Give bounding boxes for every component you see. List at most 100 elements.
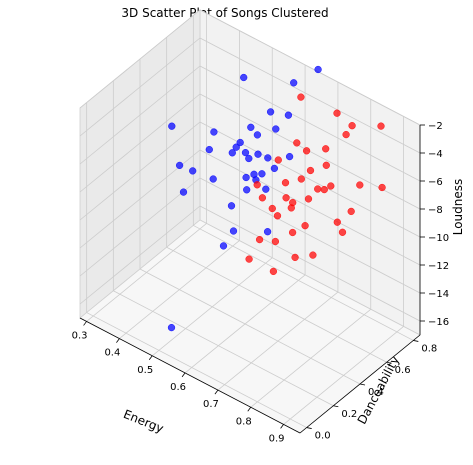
scatter-point [241, 148, 250, 157]
x-axis-line [79, 317, 301, 434]
scatter-point [281, 179, 290, 187]
scatter-point [263, 228, 272, 236]
z-gridline-left [79, 205, 201, 305]
x-tick-mark [83, 321, 87, 326]
scatter-point [228, 149, 236, 157]
x-tick-mark [247, 407, 252, 412]
scatter-point [253, 181, 261, 189]
scatter-point [270, 164, 279, 173]
scatter-point [247, 123, 255, 131]
x-axis-label: Energy [121, 407, 165, 436]
scatter-point [342, 130, 350, 139]
scatter-point [264, 154, 272, 162]
scatter-point [314, 185, 322, 193]
x-tick-label: 0.4 [104, 348, 120, 359]
scatter-point [322, 145, 330, 153]
x-tick-label: 0.6 [170, 382, 186, 393]
y-gridline-floor [86, 312, 307, 428]
y-tick-label: 0.2 [341, 409, 357, 420]
x-tick-label: 0.5 [137, 365, 153, 376]
z-tick-label: −8 [428, 205, 443, 216]
x-tick-label: 0.7 [203, 399, 219, 410]
y-tick-label: 0.4 [368, 387, 384, 398]
scatter-point [258, 170, 266, 178]
scatter-point [306, 166, 315, 175]
scatter-point [268, 204, 276, 213]
x-tick-mark [181, 372, 186, 378]
y-tick-label: 0.6 [395, 365, 411, 376]
scatter-point [253, 131, 262, 139]
scatter-point [320, 185, 328, 194]
z-gridline-left [79, 93, 201, 193]
y-tick-mark [386, 361, 392, 364]
z-gridline-back [199, 149, 421, 266]
y-tick-label: 0.0 [315, 431, 331, 442]
y-tick-mark [333, 405, 339, 408]
scatter-point [175, 161, 184, 170]
z-gridline-left [79, 177, 201, 277]
z-gridline-back [199, 121, 421, 238]
x-tick-label: 0.8 [236, 416, 252, 427]
axis-ticks: 0.3 0.4 0.5 0.6 0.7 0.8 0.9 0.0 0.2 0.4 0.6 0.8 −2 −4… [72, 121, 449, 444]
scatter-point [258, 194, 267, 202]
scatter-point [274, 156, 282, 164]
x-tick-mark [214, 389, 219, 395]
y-gridline-floor [113, 290, 334, 407]
scatter-point [378, 183, 386, 192]
scatter-point [290, 79, 298, 87]
scatter-point [333, 109, 341, 117]
scatter-point [245, 154, 253, 163]
scatter-point [271, 237, 280, 246]
scatter-point [287, 204, 295, 212]
z-tick-label: −16 [428, 317, 449, 328]
scatter-point [297, 175, 305, 183]
scatter-point [333, 218, 341, 226]
scatter-point [291, 253, 299, 262]
scatter-point [255, 235, 264, 244]
scatter-point [347, 207, 355, 216]
scatter-point [348, 122, 356, 130]
scatter-point [302, 147, 311, 155]
scatter-point [227, 202, 236, 210]
scatter-point [236, 138, 244, 147]
scatter-point [285, 152, 294, 161]
scatter-point [167, 323, 176, 332]
scatter-point [301, 222, 309, 230]
axes-grid [79, 9, 421, 428]
scatter-point [242, 173, 250, 182]
y-tick-label: 0.8 [421, 343, 437, 354]
z-axis-label: Loudness [451, 179, 465, 236]
scatter-point [293, 139, 301, 147]
scatter-point [273, 212, 282, 220]
x-tick-label: 0.3 [72, 330, 88, 341]
z-gridline-left [79, 9, 201, 109]
scatter-point [205, 145, 213, 154]
scatter-point [309, 251, 317, 259]
y-gridline-floor [139, 268, 361, 385]
scatter-point [219, 242, 228, 250]
scatter-point [377, 122, 385, 130]
scatter-point [356, 181, 364, 189]
scatter-point [232, 143, 240, 151]
y-gridline-floor [193, 225, 414, 341]
scatter-point [245, 255, 253, 263]
z-tick-label: −12 [428, 261, 449, 272]
z-tick-label: −14 [428, 289, 449, 300]
scatter-point [269, 267, 278, 276]
scatter-point [229, 227, 238, 235]
z-tick-label: −10 [428, 233, 449, 244]
scatter-point [254, 150, 262, 158]
chart-title: 3D Scatter Plot of Songs Clustered [121, 6, 328, 20]
data-points [167, 65, 386, 332]
scatter-point [314, 65, 322, 74]
scatter-point [304, 195, 313, 203]
scatter-point [282, 194, 290, 202]
scatter-point [266, 108, 275, 116]
x-tick-mark [280, 424, 284, 429]
scatter-point [262, 185, 270, 193]
z-gridline-left [79, 65, 201, 165]
z-gridline-back [199, 37, 421, 154]
x-tick-mark [148, 355, 153, 361]
y-tick-mark [413, 340, 419, 342]
